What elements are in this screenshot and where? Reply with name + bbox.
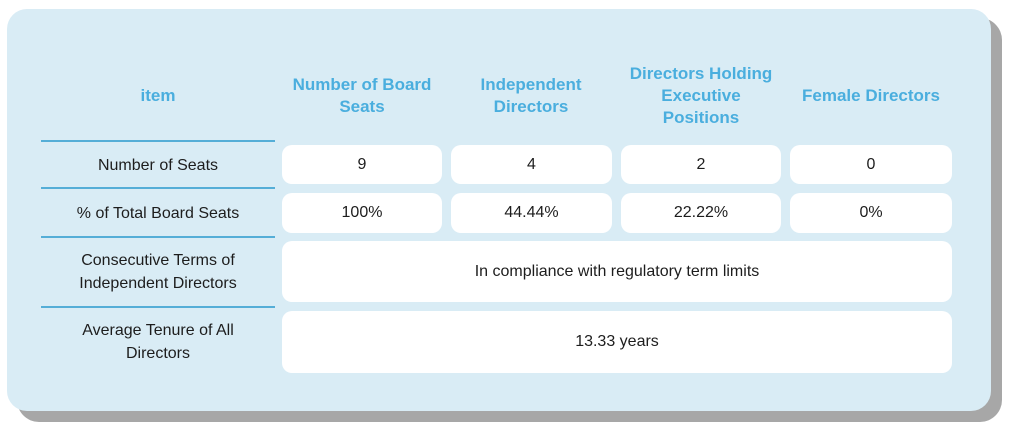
row-label-percent-of-total: % of Total Board Seats bbox=[76, 204, 240, 222]
header-board-seats: Number of Board Seats bbox=[292, 75, 432, 116]
row-label-consecutive-terms: Consecutive Terms of Independent Directo… bbox=[79, 252, 237, 292]
row-label-number-of-seats: Number of Seats bbox=[97, 156, 219, 174]
cell-seats-female: 0 bbox=[790, 145, 952, 184]
row-divider bbox=[41, 236, 275, 238]
cell-seats-executive: 2 bbox=[621, 145, 781, 184]
header-independent-directors: Independent Directors bbox=[480, 75, 582, 116]
row-label-average-tenure: Average Tenure of All Directors bbox=[82, 322, 234, 362]
cell-percent-executive: 22.22% bbox=[621, 193, 781, 233]
cell-average-tenure: 13.33 years bbox=[282, 311, 952, 373]
header-executive-directors: Directors Holding Executive Positions bbox=[629, 64, 773, 127]
cell-percent-female: 0% bbox=[790, 193, 952, 233]
cell-consecutive-terms: In compliance with regulatory term limit… bbox=[282, 241, 952, 302]
cell-percent-independent: 44.44% bbox=[451, 193, 612, 233]
cell-seats-independent: 4 bbox=[451, 145, 612, 184]
cell-percent-board: 100% bbox=[282, 193, 442, 233]
header-female-directors: Female Directors bbox=[802, 86, 940, 105]
cell-seats-board: 9 bbox=[282, 145, 442, 184]
row-divider bbox=[41, 140, 275, 142]
row-divider bbox=[41, 187, 275, 189]
row-divider bbox=[41, 306, 275, 308]
header-item: item bbox=[140, 86, 176, 105]
